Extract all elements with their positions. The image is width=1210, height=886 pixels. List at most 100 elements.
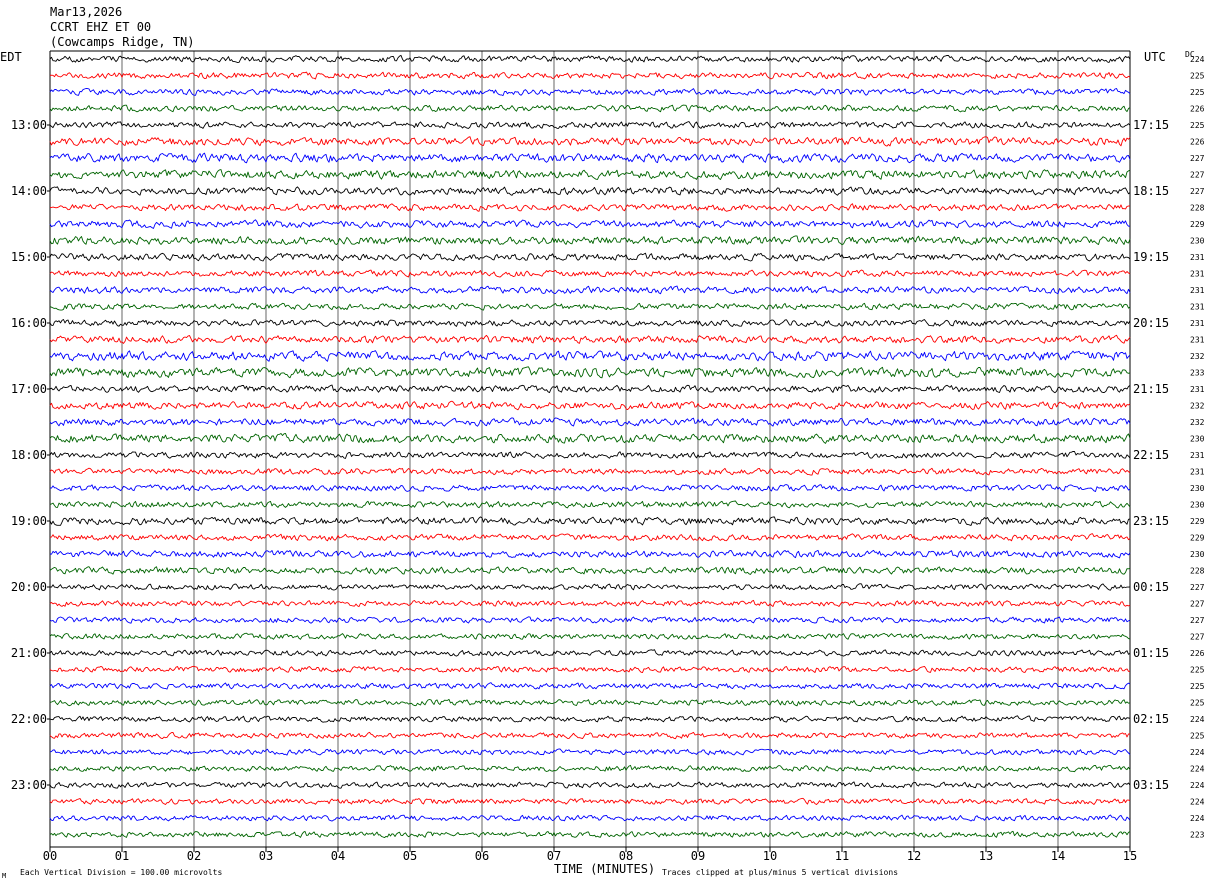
utc-hour-label: 03:15 <box>1133 778 1169 792</box>
trace-row <box>49 285 1131 295</box>
x-tick-label: 02 <box>187 849 201 863</box>
trace-row <box>49 384 1131 394</box>
dc-offset-label: 229 <box>1190 517 1205 526</box>
dc-offset-label: 227 <box>1190 154 1205 163</box>
dc-offset-label: 226 <box>1190 105 1205 114</box>
dc-offset-label: 227 <box>1190 187 1205 196</box>
dc-offset-label: 229 <box>1190 534 1205 543</box>
trace-row <box>49 71 1131 80</box>
clip-note: Traces clipped at plus/minus 5 vertical … <box>662 868 898 877</box>
seismic-traces <box>49 54 1131 839</box>
trace-row <box>49 467 1131 476</box>
edt-hour-label: 22:00 <box>11 712 47 726</box>
minute-grid <box>47 50 1131 852</box>
dc-offset-label: 232 <box>1190 418 1205 427</box>
edt-hour-label: 14:00 <box>11 184 47 198</box>
edt-hour-label: 23:00 <box>11 778 47 792</box>
edt-hour-label: 13:00 <box>11 118 47 132</box>
trace-row <box>49 632 1131 640</box>
x-tick-label: 01 <box>115 849 129 863</box>
trace-row <box>49 616 1131 624</box>
trace-row <box>49 682 1131 690</box>
dc-offset-label: 231 <box>1190 303 1205 312</box>
x-tick-label: 07 <box>547 849 561 863</box>
dc-offset-label: 226 <box>1190 649 1205 658</box>
trace-row <box>49 235 1131 246</box>
dc-offset-label: 233 <box>1190 369 1205 378</box>
trace-row <box>49 484 1131 492</box>
trace-row <box>49 121 1131 129</box>
trace-row <box>49 219 1130 229</box>
dc-offset-label: 224 <box>1190 814 1205 823</box>
x-tick-label: 15 <box>1123 849 1137 863</box>
dc-offset-label: 229 <box>1190 220 1205 229</box>
x-tick-label: 08 <box>619 849 633 863</box>
dc-offset-label: 227 <box>1190 600 1205 609</box>
dc-offset-label: 226 <box>1190 138 1205 147</box>
station-location: (Cowcamps Ridge, TN) <box>50 35 195 49</box>
utc-hour-label: 22:15 <box>1133 448 1169 462</box>
dc-offset-label: 225 <box>1190 88 1205 97</box>
trace-row <box>49 302 1131 311</box>
left-timezone-label: EDT <box>0 50 22 64</box>
trace-row <box>49 186 1131 196</box>
dc-offset-label: 225 <box>1190 72 1205 81</box>
plot-date: Mar13,2026 <box>50 5 123 19</box>
x-tick-label: 04 <box>331 849 345 863</box>
trace-row <box>49 814 1131 822</box>
trace-row <box>49 533 1131 542</box>
dc-offset-header: DC <box>1185 50 1195 59</box>
dc-offset-label: 231 <box>1190 270 1205 279</box>
trace-row <box>49 500 1131 509</box>
trace-row <box>49 417 1131 427</box>
trace-row <box>49 334 1131 344</box>
utc-hour-label: 02:15 <box>1133 712 1169 726</box>
dc-offset-label: 227 <box>1190 616 1205 625</box>
dc-offset-label: 224 <box>1190 765 1205 774</box>
trace-row <box>49 764 1131 773</box>
utc-hour-label: 21:15 <box>1133 382 1169 396</box>
x-tick-label: 13 <box>979 849 993 863</box>
utc-hour-label: 19:15 <box>1133 250 1169 264</box>
dc-offset-label: 230 <box>1190 550 1205 559</box>
dc-offset-label: 230 <box>1190 237 1205 246</box>
trace-row <box>49 152 1131 164</box>
dc-offset-label: 223 <box>1190 831 1205 840</box>
dc-offset-label: 225 <box>1190 666 1205 675</box>
dc-offset-label: 231 <box>1190 451 1205 460</box>
dc-offset-label: 232 <box>1190 402 1205 411</box>
trace-row <box>49 252 1131 262</box>
axis-labels: 00 01 02 03 04 05 06 07 08 09 10 11 12 13 14 15 224 225 22… <box>11 55 1205 863</box>
x-axis-label: TIME (MINUTES) <box>554 862 655 876</box>
dc-offset-label: 232 <box>1190 352 1205 361</box>
dc-offset-label: 227 <box>1190 633 1205 642</box>
trace-row <box>49 797 1131 805</box>
edt-hour-label: 20:00 <box>11 580 47 594</box>
trace-row <box>49 432 1131 444</box>
utc-hour-label: 17:15 <box>1133 118 1169 132</box>
dc-offset-label: 227 <box>1190 171 1205 180</box>
dc-offset-label: 230 <box>1190 501 1205 510</box>
dc-offset-label: 227 <box>1190 583 1205 592</box>
dc-offset-label: 231 <box>1190 253 1205 262</box>
dc-offset-label: 230 <box>1190 484 1205 493</box>
dc-offset-label: 225 <box>1190 699 1205 708</box>
trace-row <box>49 830 1131 839</box>
edt-hour-label: 16:00 <box>11 316 47 330</box>
dc-offset-label: 231 <box>1190 286 1205 295</box>
utc-hour-label: 18:15 <box>1133 184 1169 198</box>
utc-hour-label: 01:15 <box>1133 646 1169 660</box>
edt-hour-label: 19:00 <box>11 514 47 528</box>
dc-offset-label: 224 <box>1190 748 1205 757</box>
corner-mark: M <box>2 872 6 880</box>
trace-row <box>49 366 1131 379</box>
trace-row <box>49 566 1131 575</box>
trace-row <box>49 269 1131 278</box>
edt-hour-label: 18:00 <box>11 448 47 462</box>
dc-offset-label: 224 <box>1190 55 1205 64</box>
trace-row <box>49 781 1131 789</box>
dc-offset-label: 225 <box>1190 732 1205 741</box>
utc-hour-label: 00:15 <box>1133 580 1169 594</box>
x-tick-label: 11 <box>835 849 849 863</box>
